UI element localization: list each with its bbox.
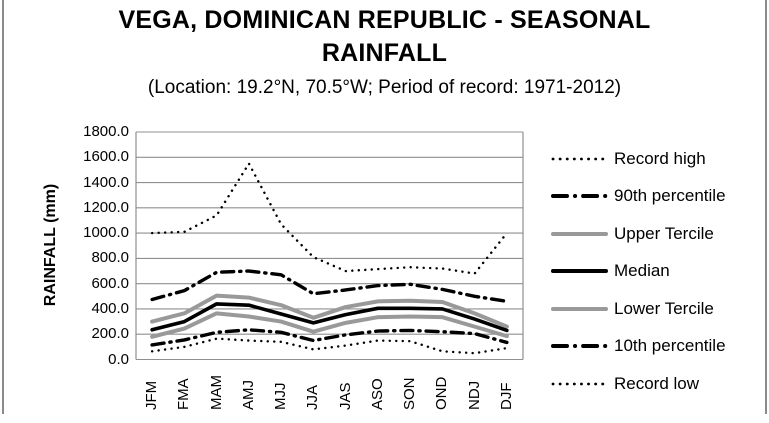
legend-item-10th-percentile[interactable]: 10th percentile [551, 328, 766, 366]
chart-frame-right-border [765, 0, 767, 414]
x-tick-label: JAS [336, 382, 354, 410]
x-tick-label: OND [433, 376, 451, 410]
y-tick-label: 400.0 [91, 299, 129, 317]
legend-item-lower-tercile[interactable]: Lower Tercile [551, 290, 766, 328]
legend-marker-10th-percentile-icon [551, 344, 608, 349]
legend-label: Lower Tercile [614, 298, 714, 318]
legend-item-median[interactable]: Median [551, 253, 766, 291]
x-tick-label: JFM [143, 380, 161, 410]
x-tick-label: NDJ [465, 380, 483, 410]
chart-title-line1: VEGA, DOMINICAN REPUBLIC - SEASONAL [118, 6, 651, 34]
chart-frame-left-border [2, 0, 4, 414]
y-tick-label: 0.0 [108, 350, 129, 368]
legend-marker-90th-percentile-icon [551, 194, 608, 199]
chart-title-line2: RAINFALL [321, 39, 448, 67]
series-line-90th-percentile[interactable] [150, 269, 509, 304]
series-line-upper-tercile[interactable] [150, 293, 509, 329]
x-tick-label: SON [401, 377, 419, 410]
legend: Record high 90th percentile Upper Tercile M… [551, 140, 766, 403]
x-tick-label: FMA [175, 378, 193, 410]
y-tick-label: 200.0 [91, 325, 129, 343]
legend-marker-lower-tercile-icon [551, 306, 608, 311]
y-tick-label: 800.0 [91, 249, 129, 267]
series-line-record-low[interactable] [150, 337, 509, 355]
legend-label: 10th percentile [614, 336, 726, 356]
legend-item-90th-percentile[interactable]: 90th percentile [551, 178, 766, 216]
legend-marker-record-low-icon [551, 382, 608, 386]
x-tick-label: DJF [497, 382, 515, 411]
x-tick-label: MJJ [272, 382, 290, 411]
legend-label: Record high [614, 148, 706, 168]
legend-label: Record low [614, 373, 700, 393]
y-tick-label: 1600.0 [83, 148, 129, 166]
series-line-lower-tercile[interactable] [150, 311, 509, 339]
x-tick-label: AMJ [239, 380, 257, 410]
legend-item-record-low[interactable]: Record low [551, 365, 766, 403]
y-tick-label: 600.0 [91, 274, 129, 292]
legend-item-record-high[interactable]: Record high [551, 140, 766, 178]
legend-marker-record-high-icon [551, 157, 608, 161]
y-tick-label: 1200.0 [83, 198, 129, 216]
legend-label: Median [614, 261, 670, 281]
legend-marker-upper-tercile-icon [551, 231, 608, 236]
x-tick-label: ASO [368, 378, 386, 410]
series-line-record-high[interactable] [150, 162, 509, 275]
chart-subtitle: (Location: 19.2°N, 70.5°W; Period of rec… [147, 77, 622, 98]
legend-label: 90th percentile [614, 186, 726, 206]
x-tick-label: MAM [207, 375, 225, 410]
y-tick-label: 1800.0 [83, 123, 129, 140]
y-tick-label: 1400.0 [83, 173, 129, 191]
series-line-median[interactable] [150, 302, 509, 333]
y-tick-label: 1000.0 [83, 224, 129, 242]
x-tick-label: JJA [304, 384, 322, 410]
legend-marker-median-icon [551, 269, 608, 274]
series-line-10th-percentile[interactable] [150, 328, 509, 347]
legend-item-upper-tercile[interactable]: Upper Tercile [551, 215, 766, 253]
legend-label: Upper Tercile [614, 223, 714, 243]
